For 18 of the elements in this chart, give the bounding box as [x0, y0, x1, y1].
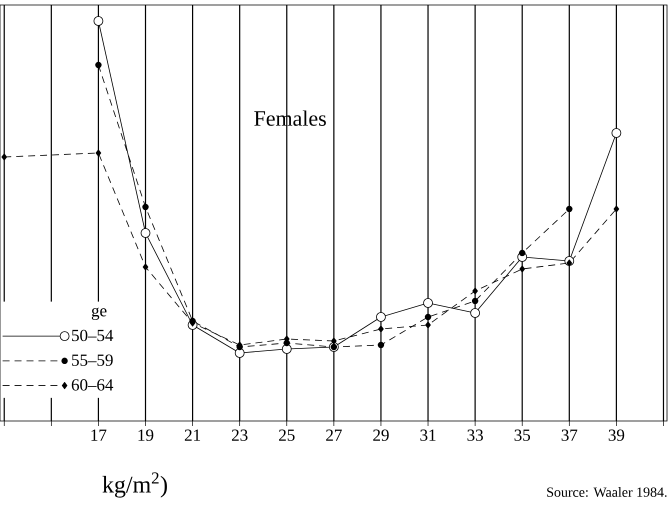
source-note: Source: Waaler 1984.: [547, 487, 667, 497]
x-tick-label: 27: [326, 430, 342, 441]
x-tick-label: 23: [232, 430, 248, 441]
x-tick-label: 39: [608, 430, 624, 441]
x-tick-label: 33: [467, 430, 483, 441]
x-tick-label: 17: [91, 430, 106, 441]
legend-label: 60–64: [72, 379, 114, 391]
x-tick-label: 25: [279, 430, 295, 441]
x-tick-label: 21: [184, 430, 200, 441]
x-tick-label: 35: [514, 430, 530, 441]
legend-title: ge: [92, 308, 106, 320]
x-tick-label: 31: [420, 430, 436, 441]
x-tick-label: 29: [373, 430, 389, 441]
legend-label: 50–54: [72, 330, 114, 342]
legend-label: 55–59: [72, 354, 113, 366]
x-tick-label: 19: [138, 430, 154, 441]
x-tick-label: 37: [562, 430, 578, 441]
x-axis-title: kg/m$^{2}$): [102, 472, 167, 498]
